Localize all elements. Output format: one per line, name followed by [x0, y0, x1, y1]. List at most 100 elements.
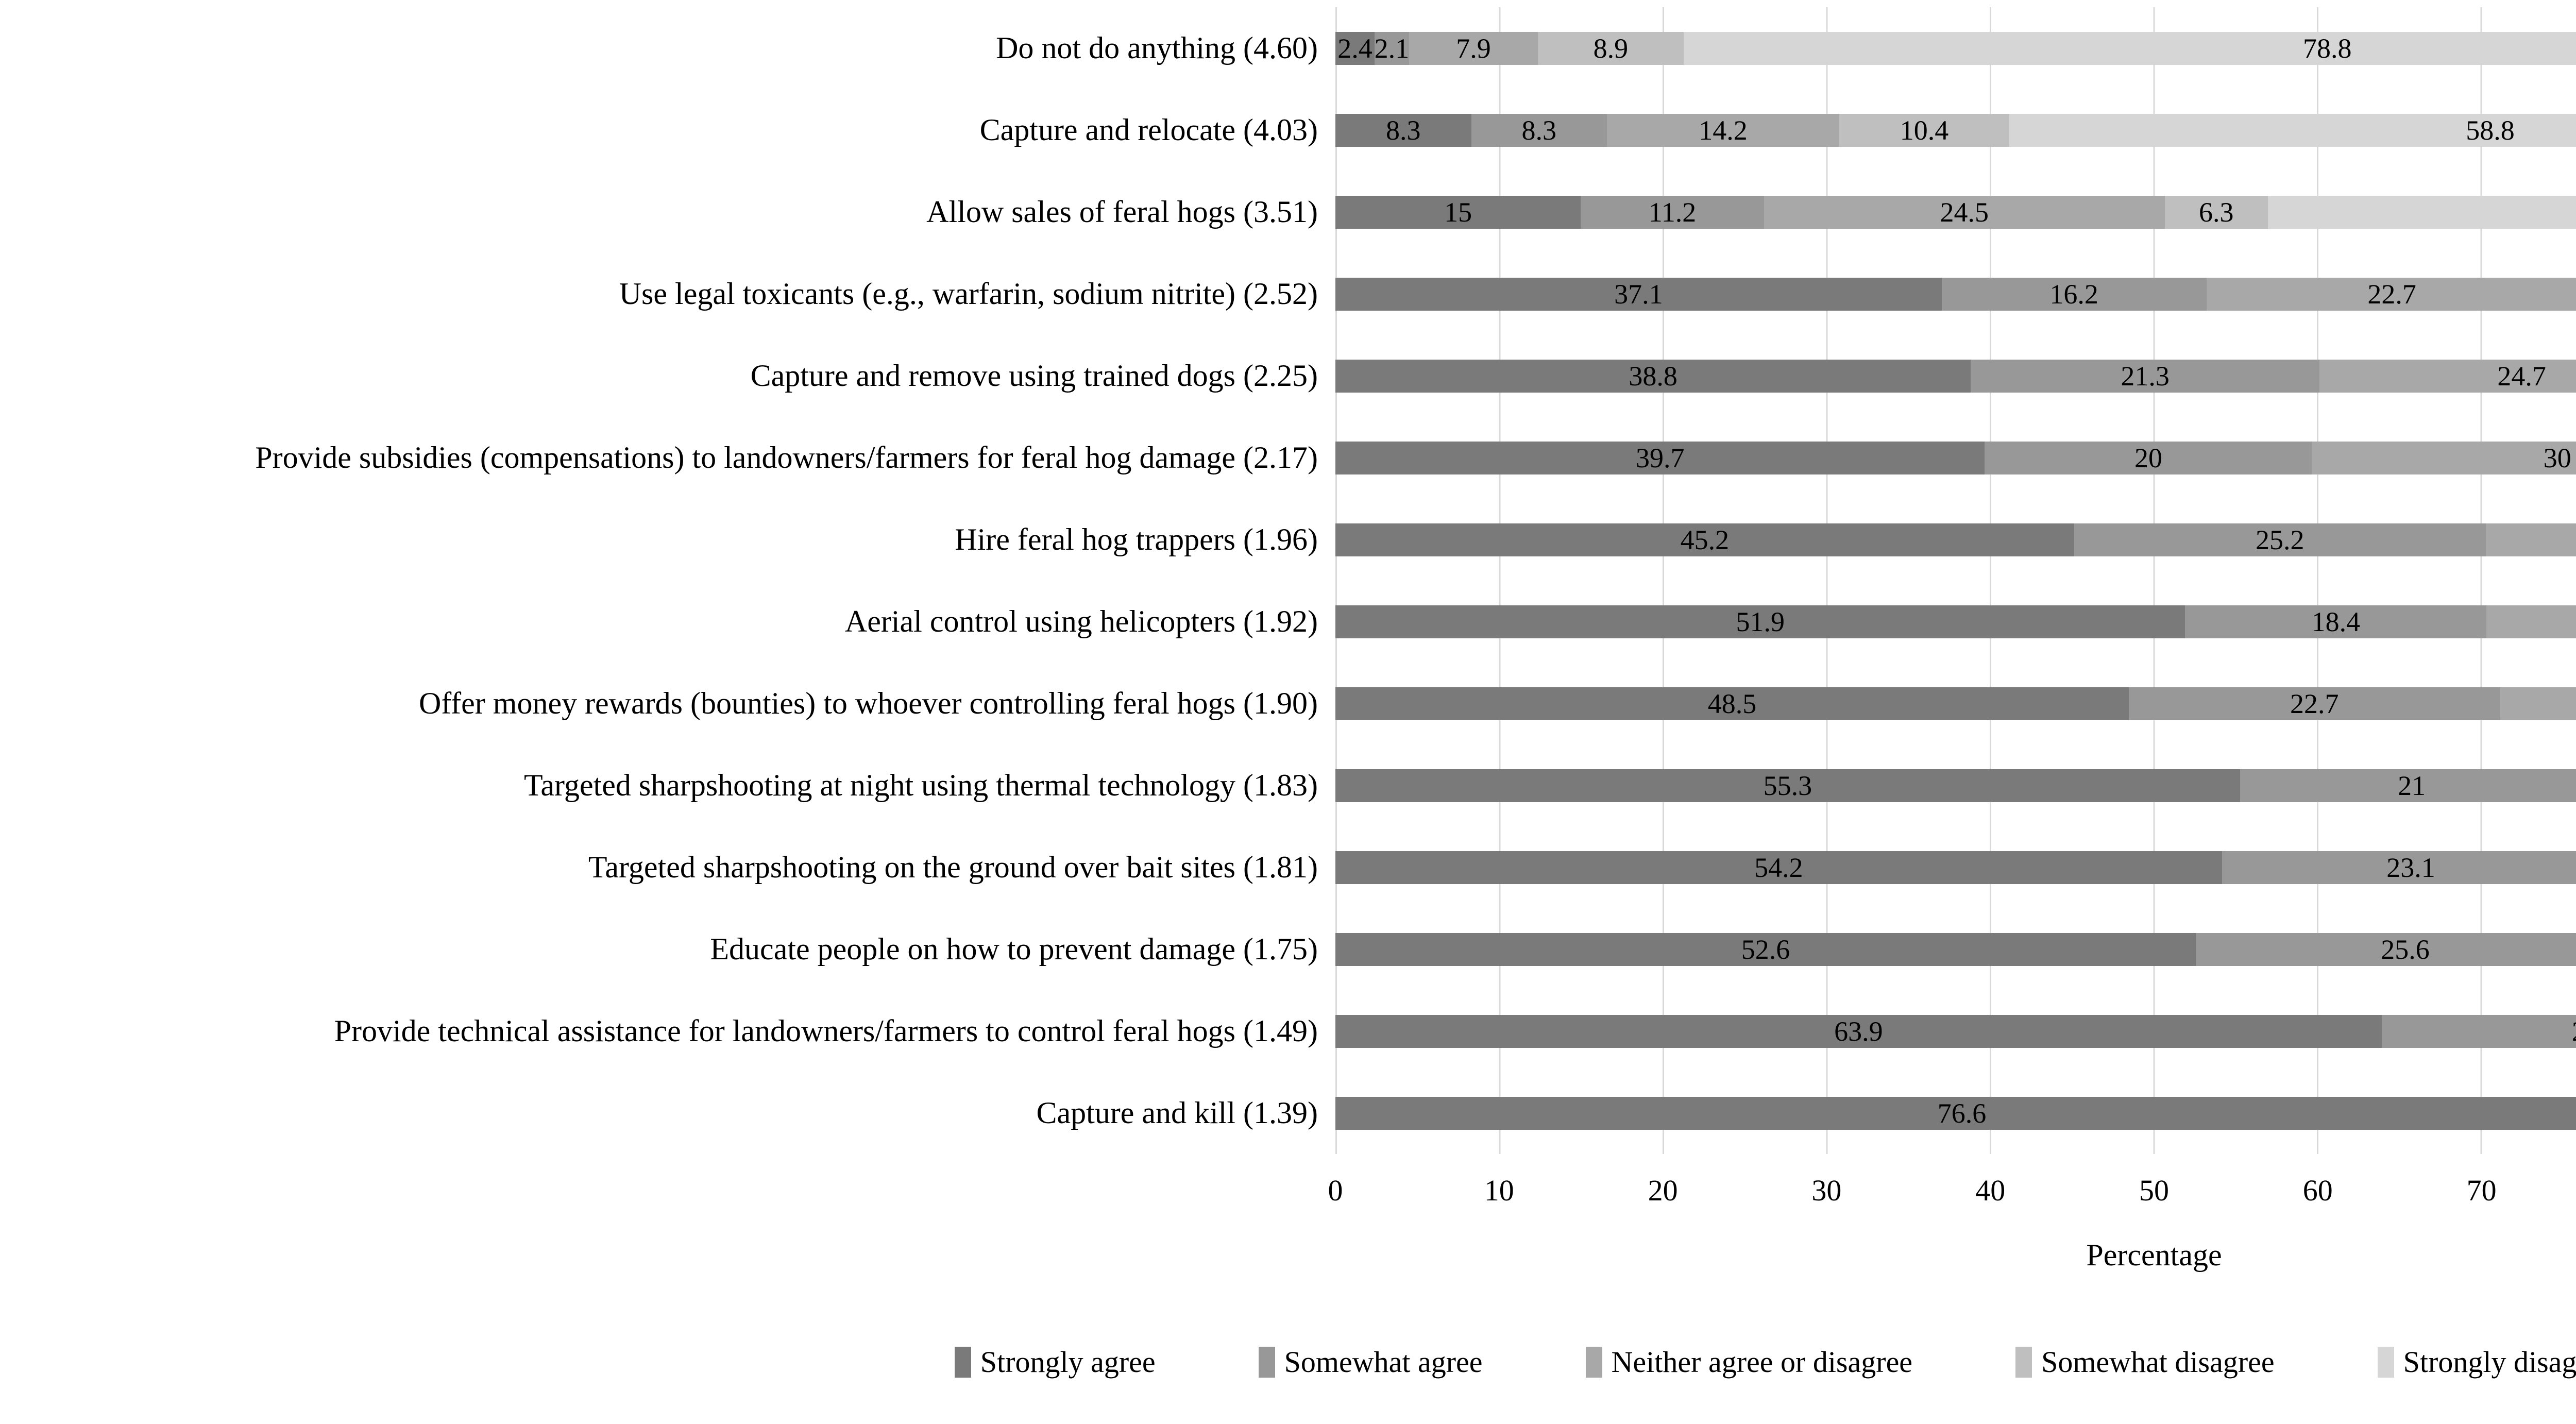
bar-segment: 43: [2267, 195, 2576, 229]
stacked-bar: 8.3 8.3 14.2 10.4 58.8: [1335, 113, 2576, 147]
segment-value-label: 2.1: [1374, 32, 1410, 64]
stacked-bar: 55.32115.81.46.5: [1335, 769, 2576, 802]
segment-value-label: 8.3: [1521, 114, 1557, 146]
bar-segment: 58.8: [2009, 113, 2576, 147]
segment-value-label: 26.2: [2572, 1018, 2576, 1045]
segment-value-label: 23.1: [2386, 852, 2435, 883]
bar-segment: 52.6: [1335, 933, 2196, 966]
stacked-bar: 63.926.27.811: [1335, 1014, 2576, 1048]
bar-segment: 21.3: [1971, 359, 2320, 393]
segment-value-label: 8.3: [1386, 114, 1421, 146]
bar-segment: 37.1: [1335, 277, 1942, 311]
bar-row: 63.926.27.811: [1335, 990, 2576, 1072]
bar-segment: 8.9: [1538, 31, 1684, 65]
bar-segment: 20.1: [2486, 605, 2576, 638]
bar-segment: 23.1: [2222, 851, 2576, 884]
segment-value-label: 16.2: [2049, 278, 2098, 310]
stacked-bar: 37.116.222.75.518.6: [1335, 277, 2576, 311]
legend-label: Somewhat disagree: [2041, 1345, 2275, 1379]
bar-row: 52.625.6181.72.1: [1335, 908, 2576, 990]
bar-segment: 22.7: [2206, 277, 2576, 311]
segment-value-label: 37.1: [1614, 278, 1663, 310]
bar-row: 51.918.420.14.45.1: [1335, 581, 2576, 663]
segment-value-label: 24.7: [2497, 360, 2546, 392]
segment-value-label: 45.2: [1680, 524, 1730, 555]
segment-value-label: 55.3: [1763, 770, 1812, 801]
bar-segment: 48.5: [1335, 687, 2129, 720]
bar-segment: 21: [2240, 769, 2576, 802]
legend-label: Strongly agree: [980, 1345, 1156, 1379]
bar-row: 38.821.324.75.89.3: [1335, 335, 2576, 417]
category-label: Aerial control using helicopters (1.92): [844, 604, 1318, 638]
bar-segment: 11.2: [1581, 195, 1764, 229]
category-label: Educate people on how to prevent damage …: [710, 932, 1318, 966]
legend-item: Somewhat agree: [1258, 1347, 1483, 1378]
bar-segment: 15: [1335, 195, 1581, 229]
bar-row: 15 11.2 24.5 6.3 43: [1335, 171, 2576, 253]
legend-item: Strongly disagree: [2377, 1347, 2576, 1378]
bar-segment: 22.4: [2485, 523, 2576, 556]
bar-row: 55.32115.81.46.5: [1335, 744, 2576, 826]
stacked-bar: 48.522.722.72.73.4: [1335, 687, 2576, 720]
bar-row: 37.116.222.75.518.6: [1335, 253, 2576, 335]
stacked-bar: 2.4 2.1 7.9 8.9 78.8: [1335, 31, 2576, 65]
category-label: Offer money rewards (bounties) to whoeve…: [418, 686, 1318, 720]
category-label: Allow sales of feral hogs (3.51): [926, 195, 1318, 229]
segment-value-label: 11.2: [1648, 196, 1697, 228]
bar-segment: 45.2: [1335, 523, 2074, 556]
category-axis: Do not do anything (4.60) Capture and rel…: [0, 7, 1335, 1154]
segment-value-label: 39.7: [1635, 442, 1685, 473]
segment-value-label: 58.8: [2466, 114, 2515, 146]
segment-value-label: 10.4: [1900, 114, 1949, 146]
segment-value-label: 6.3: [2198, 196, 2234, 228]
category-label: Capture and kill (1.39): [1036, 1096, 1318, 1130]
category-label: Capture and remove using trained dogs (2…: [750, 359, 1318, 393]
bar-segment: 8.3: [1471, 113, 1607, 147]
segment-value-label: 63.9: [1834, 1015, 1883, 1047]
bar-row: 54.223.114.92.75.1: [1335, 826, 2576, 908]
legend-swatch-icon: [1585, 1347, 1602, 1378]
bar-segment: 6.3: [2164, 195, 2268, 229]
segment-value-label: 14.2: [1699, 114, 1748, 146]
segment-value-label: 51.9: [1736, 606, 1785, 637]
legend-swatch-icon: [1258, 1347, 1275, 1378]
segment-value-label: 24.5: [1940, 196, 1989, 228]
segment-value-label: 22.7: [2290, 688, 2339, 719]
x-axis-tick-label: 20: [1648, 1174, 1678, 1207]
legend-item: Strongly agree: [954, 1345, 1156, 1379]
stacked-bar: 52.625.6181.72.1: [1335, 933, 2576, 966]
segment-value-label: 54.2: [1754, 852, 1803, 883]
bar-segment: 78.8: [1683, 31, 2576, 65]
category-label: Targeted sharpshooting on the ground ove…: [588, 850, 1318, 884]
legend-item: Neither agree or disagree: [1585, 1345, 1913, 1379]
bar-segment: 30: [2312, 441, 2576, 474]
bar-segment: 2.4: [1335, 31, 1375, 65]
bar-segment: 55.3: [1335, 769, 2240, 802]
plot-area: 2.4 2.1 7.9 8.9 78.8 8.3 8.3 14.2 10.4 58.8 15 11.2…: [1335, 7, 2576, 1154]
bar-segment: 25.2: [2074, 523, 2486, 556]
stacked-bar: 76.6128.70.72: [1335, 1096, 2576, 1130]
legend-label: Neither agree or disagree: [1611, 1345, 1913, 1379]
legend-swatch-icon: [2015, 1347, 2032, 1378]
x-axis-tick-label: 10: [1484, 1174, 1514, 1207]
segment-value-label: 25.6: [2381, 934, 2430, 965]
bar-segment: 38.8: [1335, 359, 1971, 393]
bar-segment: 26.2: [2381, 1014, 2576, 1048]
x-axis-tick-label: 70: [2466, 1174, 2497, 1207]
segment-value-label: 76.6: [1937, 1097, 1987, 1129]
segment-value-label: 21.3: [2121, 360, 2170, 392]
segment-value-label: 7.9: [1456, 32, 1491, 64]
segment-value-label: 2.4: [1337, 32, 1372, 64]
chart-body: Do not do anything (4.60) Capture and rel…: [0, 7, 2576, 1154]
segment-value-label: 52.6: [1741, 934, 1790, 965]
bar-segment: 18.4: [2185, 605, 2487, 638]
segment-value-label: 30: [2543, 442, 2571, 473]
segment-value-label: 20: [2134, 442, 2162, 473]
segment-value-label: 25.2: [2256, 524, 2304, 555]
bar-row: 45.225.222.42.84.5: [1335, 499, 2576, 581]
x-axis-tick-label: 50: [2139, 1174, 2169, 1207]
segment-value-label: 38.8: [1629, 360, 1677, 392]
x-axis-title: Percentage: [2086, 1238, 2222, 1272]
stacked-bar: 45.225.222.42.84.5: [1335, 523, 2576, 556]
